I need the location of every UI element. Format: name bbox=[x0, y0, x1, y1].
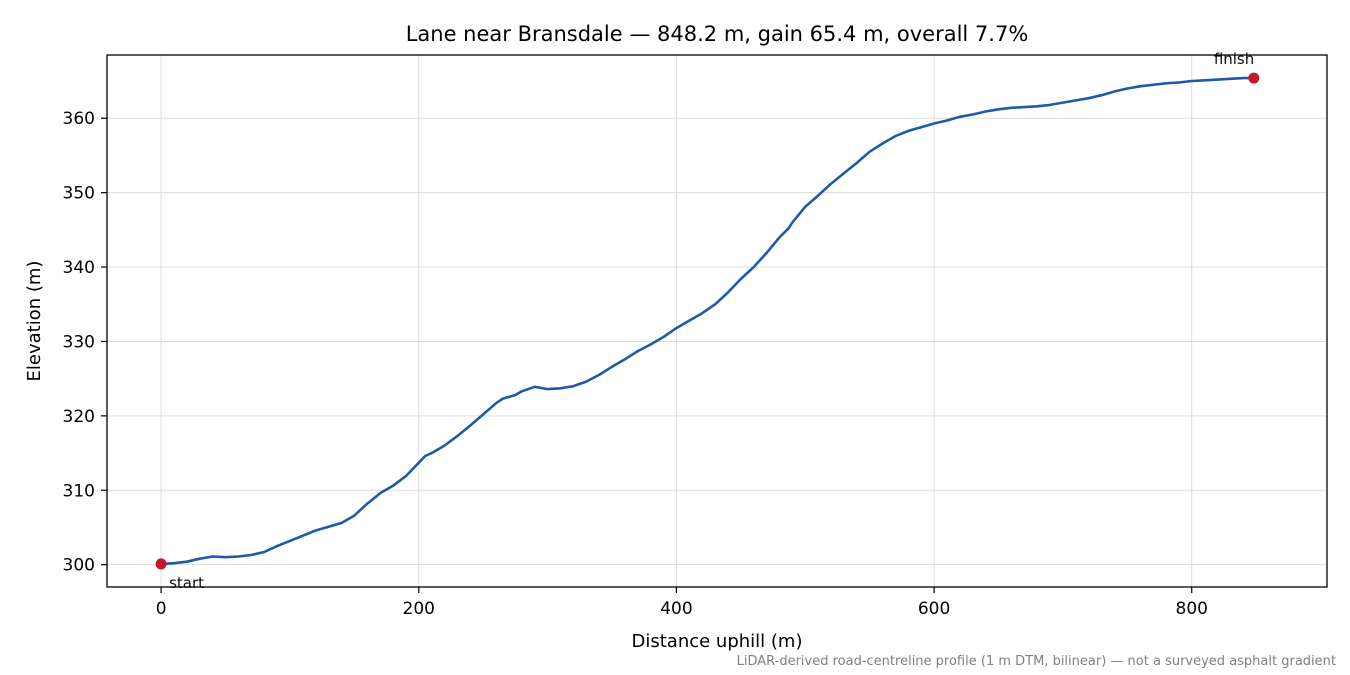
y-tick-label: 310 bbox=[63, 481, 95, 501]
series-layer bbox=[159, 76, 1256, 566]
start-label: start bbox=[169, 574, 204, 592]
y-tick-label: 350 bbox=[63, 184, 95, 204]
grid bbox=[107, 55, 1327, 587]
x-axis-label: Distance uphill (m) bbox=[632, 631, 803, 652]
footnote: LiDAR-derived road-centreline profile (1… bbox=[737, 654, 1336, 669]
x-tick-label: 400 bbox=[660, 599, 692, 619]
y-tick-label: 320 bbox=[63, 407, 95, 427]
x-tick-label: 800 bbox=[1176, 599, 1208, 619]
finish-marker bbox=[1248, 72, 1260, 84]
y-axis-label: Elevation (m) bbox=[24, 261, 45, 382]
chart-title: Lane near Bransdale — 848.2 m, gain 65.4… bbox=[406, 22, 1029, 46]
y-tick-label: 300 bbox=[63, 556, 95, 576]
elevation-line bbox=[159, 76, 1256, 566]
x-tick-label: 600 bbox=[918, 599, 950, 619]
start-marker bbox=[155, 558, 167, 570]
y-tick-label: 340 bbox=[63, 258, 95, 278]
x-tick-label: 200 bbox=[403, 599, 435, 619]
finish-label: finish bbox=[1214, 50, 1254, 68]
axis-ticks: 0 200 400 600 800 300 310 320 330 340 350 360 bbox=[63, 109, 1208, 619]
y-tick-label: 330 bbox=[63, 332, 95, 352]
plot-area-frame bbox=[106, 54, 1328, 588]
x-tick-label: 0 bbox=[156, 599, 167, 619]
y-tick-label: 360 bbox=[63, 109, 95, 129]
